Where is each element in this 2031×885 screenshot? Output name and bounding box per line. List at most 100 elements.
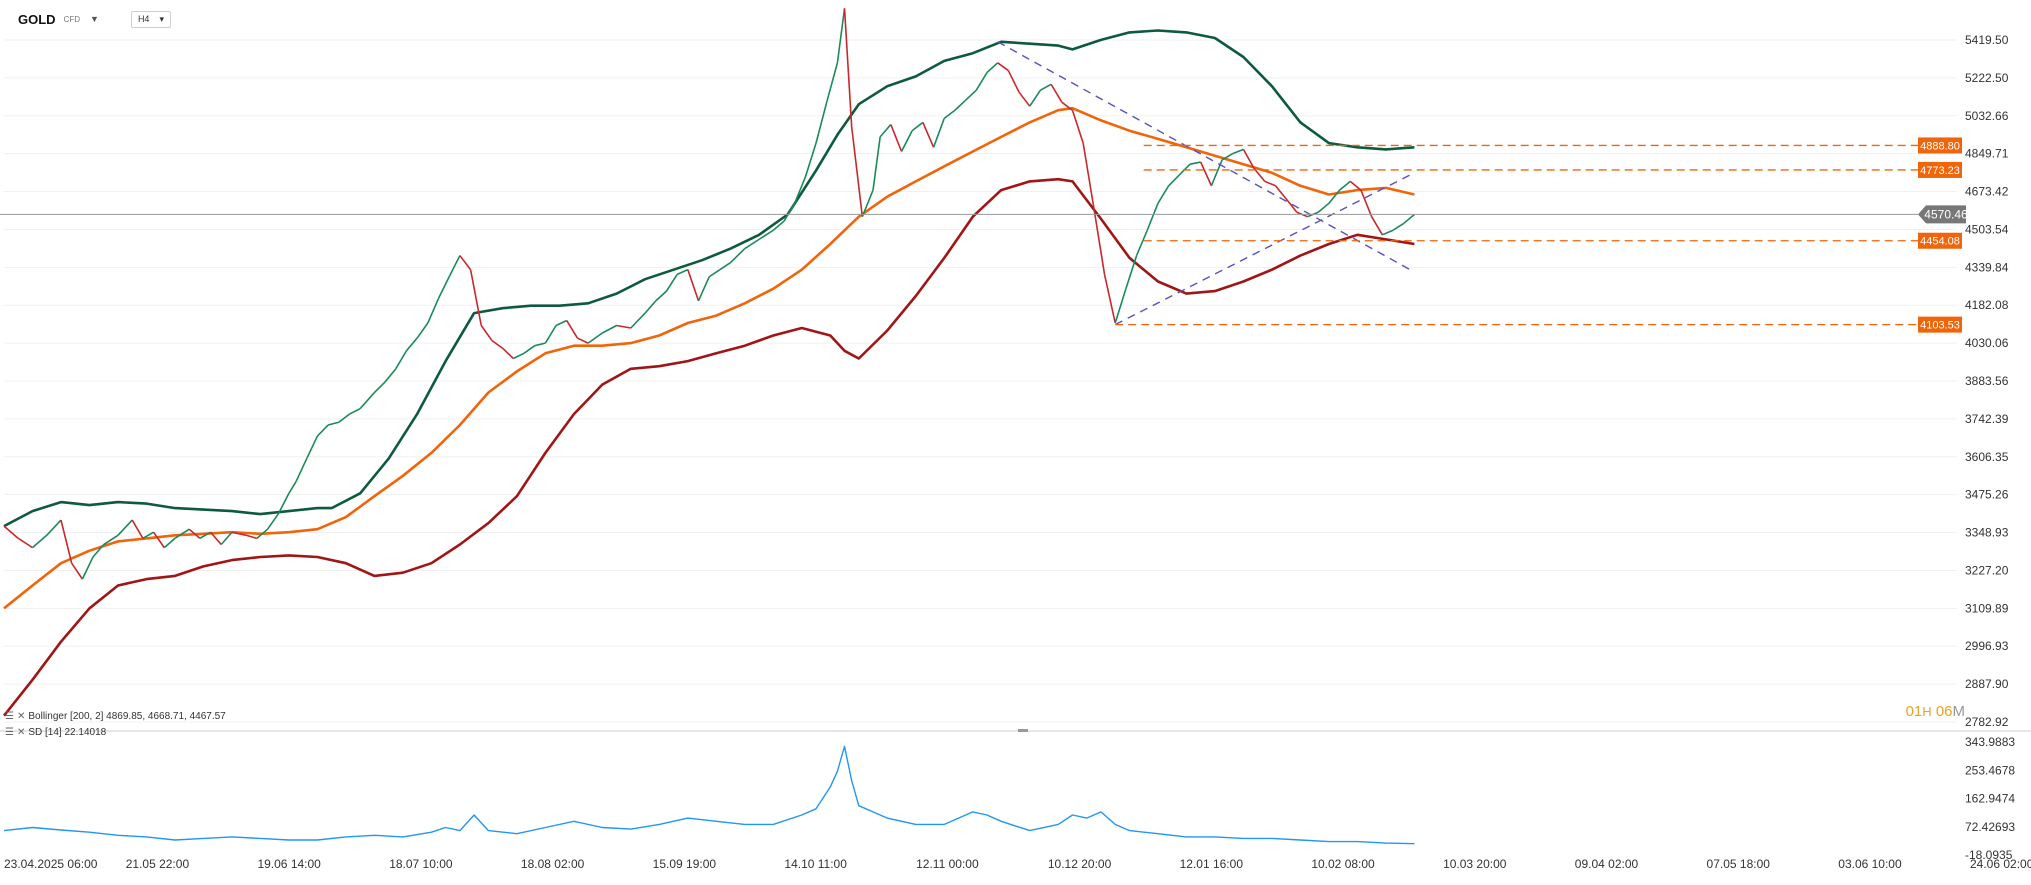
top-toolbar: GOLD CFD ▼ H4 ▾ [18, 8, 171, 30]
price-segment [1018, 91, 1031, 107]
price-tick-label: 4849.71 [1965, 147, 2009, 161]
settings-icon[interactable]: ☰ [5, 711, 14, 722]
price-segment [1040, 83, 1052, 91]
price-segment [850, 126, 864, 217]
bollinger-legend[interactable]: ☰ ✕ Bollinger [200, 2] 4869.85, 4668.71,… [5, 711, 226, 722]
price-segment [665, 273, 678, 292]
candle-countdown: 01H 06M [1906, 703, 1965, 720]
price-segment [534, 342, 546, 347]
price-segment [448, 255, 461, 278]
price-segment [502, 347, 514, 360]
price-tick-label: 4673.42 [1965, 185, 2009, 199]
price-segment [872, 136, 881, 191]
price-segment [277, 492, 290, 515]
price-segment [416, 322, 429, 339]
price-segment [1071, 109, 1084, 144]
time-axis-label: 19.06 14:00 [257, 857, 321, 871]
price-segment [199, 531, 211, 540]
countdown-minutes: 06 [1935, 703, 1953, 720]
sd-remove-indicator-icon[interactable]: ✕ [16, 727, 26, 738]
price-segment [758, 229, 774, 241]
price-segment [1168, 174, 1180, 187]
price-segment [1103, 274, 1116, 324]
price-segment [327, 421, 339, 426]
price-segment [349, 407, 361, 415]
price-segment [644, 300, 657, 314]
price-segment [71, 562, 84, 580]
price-segment [1082, 142, 1095, 208]
price-tick-label: 5419.50 [1965, 33, 2009, 47]
upper-band-line [3, 29, 1415, 528]
price-segment [395, 350, 408, 370]
trendline-2[interactable] [1114, 172, 1415, 326]
price-segment [1093, 207, 1106, 275]
time-axis-label: 14.10 11:00 [784, 857, 847, 871]
price-segment [555, 319, 568, 327]
price-segment [359, 392, 376, 410]
price-segment [1382, 229, 1394, 236]
middle-band-line [3, 106, 1415, 610]
price-segment [544, 325, 557, 344]
sd-tick-label: -18.0935 [1965, 848, 2013, 862]
time-axis-label: 12.01 16:00 [1180, 857, 1244, 871]
current-price-label: 4570.46 [1924, 207, 1968, 221]
price-segment [188, 528, 201, 539]
price-segment [231, 531, 247, 537]
countdown-minutes-unit: M [1952, 703, 1966, 720]
price-segment [152, 531, 165, 549]
price-segment [1135, 229, 1149, 256]
price-segment [861, 189, 874, 217]
price-tick-label: 5222.50 [1965, 71, 2009, 85]
level-tag-label: 4103.53 [1920, 320, 1960, 332]
price-segment [384, 368, 397, 383]
price-segment [655, 290, 667, 302]
current-price-tag [1918, 205, 1966, 224]
symbol-dropdown-icon[interactable]: ▼ [90, 14, 99, 24]
price-segment [306, 435, 319, 459]
timeframe-value: H4 [137, 14, 150, 24]
remove-indicator-icon[interactable]: ✕ [16, 711, 26, 722]
timeframe-selector[interactable]: H4 ▾ [130, 10, 171, 28]
price-segment [295, 458, 308, 482]
time-axis-label: 21.05 22:00 [126, 857, 190, 871]
price-segment [836, 8, 846, 63]
price-segment [1242, 149, 1255, 169]
symbol-name[interactable]: GOLD [18, 11, 56, 27]
price-segment [943, 109, 956, 119]
price-segment [890, 124, 903, 152]
sd-legend[interactable]: ☰ ✕ SD [14] 22.14018 [5, 727, 106, 738]
price-segment [142, 531, 154, 540]
price-segment [1007, 70, 1020, 93]
time-axis-label: 07.05 18:00 [1707, 857, 1771, 871]
price-segment [480, 325, 493, 342]
price-segment [900, 130, 913, 152]
time-axis-label: 09.04 02:00 [1575, 857, 1639, 871]
trendline-1[interactable] [997, 41, 1415, 273]
price-segment [1285, 198, 1298, 213]
level-tag [1918, 137, 1962, 154]
level-tag [1918, 316, 1962, 333]
price-segment [843, 8, 853, 127]
sd-tick-label: 253.4678 [1965, 763, 2015, 777]
price-segment [469, 269, 483, 326]
price-segment [288, 481, 297, 494]
price-segment [1317, 202, 1330, 213]
time-axis-label: 18.07 10:00 [389, 857, 453, 871]
sd-settings-icon[interactable]: ☰ [5, 727, 14, 738]
pane-resize-handle[interactable] [1018, 729, 1028, 732]
price-segment [1403, 213, 1415, 225]
sd-line [3, 745, 1415, 845]
price-segment [815, 101, 828, 144]
price-segment [793, 176, 807, 204]
price-segment [3, 525, 19, 539]
lower-band-line [2, 177, 1415, 717]
price-segment [1050, 83, 1063, 103]
price-segment [512, 352, 525, 360]
price-segment [1349, 180, 1362, 191]
countdown-hours-unit: H [1922, 704, 1932, 719]
time-axis-label: 10.02 08:00 [1311, 857, 1375, 871]
price-segment [1114, 288, 1127, 324]
price-tick-label: 3606.35 [1965, 450, 2009, 464]
